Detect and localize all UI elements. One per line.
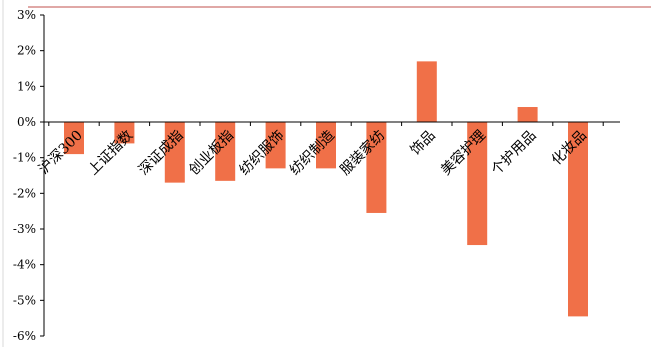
bar-8 bbox=[416, 61, 437, 122]
bar-1 bbox=[64, 122, 84, 155]
bar-5 bbox=[265, 122, 286, 169]
bar-6 bbox=[316, 122, 336, 169]
y-tick-label: 3% bbox=[17, 8, 36, 22]
y-tick-label: -4% bbox=[13, 258, 36, 272]
bar-3 bbox=[164, 122, 185, 183]
y-ticks-group: 3% 2% 1% 0% -1% -2% -3% -4% -5% -6% bbox=[13, 8, 604, 343]
category-labels-group: 沪深300 上证指数 深证成指 创业板指 纺织服饰 纺织制造 服装家纺 饰品 美容护理 个护用品化… bbox=[36, 127, 590, 179]
category-label: 上证指数 bbox=[85, 128, 136, 179]
category-label: 个护用品 bbox=[489, 128, 540, 179]
y-tick-label: -6% bbox=[13, 329, 36, 343]
bar-9 bbox=[467, 122, 488, 246]
y-tick-label: 2% bbox=[17, 44, 36, 58]
y-tick-label: -2% bbox=[13, 186, 36, 200]
y-tick-label: 1% bbox=[17, 79, 36, 93]
bar-2 bbox=[114, 122, 135, 144]
bar-7 bbox=[366, 122, 387, 213]
y-tick-label: -5% bbox=[13, 293, 36, 307]
bar-4 bbox=[215, 122, 236, 181]
category-label: 饰品 bbox=[408, 128, 439, 159]
bar-11 bbox=[568, 122, 588, 317]
y-tick-label: -1% bbox=[13, 151, 36, 165]
y-tick-label: -3% bbox=[13, 222, 36, 236]
bars-group bbox=[64, 61, 588, 317]
bar-10 bbox=[517, 107, 538, 122]
y-tick-label: 0% bbox=[17, 115, 36, 129]
